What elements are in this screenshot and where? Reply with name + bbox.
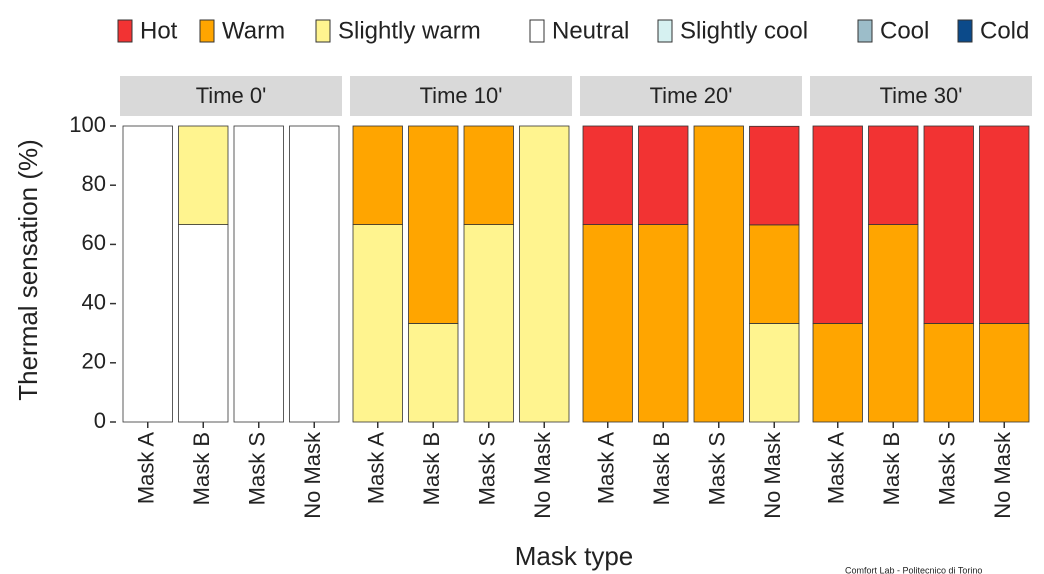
- x-tick-label: Mask B: [419, 432, 444, 505]
- x-tick-label: Mask A: [594, 432, 619, 504]
- facet-title: Time 0': [196, 83, 267, 108]
- y-tick-label: 60: [82, 230, 106, 255]
- legend-label: Cold: [980, 17, 1029, 44]
- y-tick-label: 0: [94, 408, 106, 433]
- bar-segment: [693, 125, 744, 423]
- legend-label: Slightly warm: [338, 17, 481, 44]
- facet-strip: [120, 76, 342, 116]
- bar-segment: [868, 125, 919, 225]
- x-tick-label: Mask A: [134, 432, 159, 504]
- bar-segment: [352, 224, 403, 423]
- bar-segment: [638, 224, 689, 423]
- facet-title: Time 20': [650, 83, 733, 108]
- x-tick-label: Mask B: [189, 432, 214, 505]
- x-tick-label: Mask S: [705, 432, 730, 505]
- legend-swatch: [657, 19, 673, 43]
- bar-segment: [979, 323, 1030, 423]
- x-tick-label: No Mask: [530, 431, 555, 519]
- legend-swatch: [199, 19, 215, 43]
- legend-label: Hot: [140, 17, 178, 44]
- legend-swatch: [529, 19, 545, 43]
- x-tick-label: No Mask: [760, 431, 785, 519]
- facet-strip: [580, 76, 802, 116]
- y-tick-label: 40: [82, 289, 106, 314]
- x-tick-label: Mask S: [935, 432, 960, 505]
- bar-segment: [463, 125, 514, 225]
- facet-strip: [350, 76, 572, 116]
- bar-segment: [289, 125, 340, 423]
- legend-label: Warm: [222, 17, 285, 44]
- bar-segment: [812, 125, 863, 324]
- facet-strip: [810, 76, 1032, 116]
- bar-segment: [582, 224, 633, 423]
- x-tick-label: Mask S: [245, 432, 270, 505]
- y-axis-label: Thermal sensation (%): [13, 139, 43, 401]
- bar-segment: [749, 125, 800, 226]
- facet-title: Time 30': [880, 83, 963, 108]
- bar-segment: [868, 224, 919, 423]
- x-tick-label: Mask A: [824, 432, 849, 504]
- legend-swatch: [857, 19, 873, 43]
- x-tick-label: Mask B: [879, 432, 904, 505]
- bar-segment: [923, 125, 974, 324]
- bar-segment: [812, 323, 863, 423]
- bar-segment: [233, 125, 284, 423]
- bar-segment: [122, 125, 173, 423]
- y-tick-label: 20: [82, 349, 106, 374]
- bar-segment: [638, 125, 689, 225]
- x-tick-label: Mask A: [364, 432, 389, 504]
- bar-segment: [582, 125, 633, 225]
- bar-segment: [178, 125, 229, 225]
- x-tick-label: No Mask: [990, 431, 1015, 519]
- legend-swatch: [957, 19, 973, 43]
- legend-label: Neutral: [552, 17, 629, 44]
- bar-segment: [178, 224, 229, 423]
- bar-segment: [979, 125, 1030, 324]
- bar-segment: [463, 224, 514, 423]
- x-axis-label: Mask type: [515, 541, 634, 571]
- legend-label: Slightly cool: [680, 17, 808, 44]
- bar-segment: [923, 323, 974, 423]
- bar-segment: [749, 224, 800, 324]
- bar-segment: [519, 125, 570, 423]
- bar-segment: [408, 125, 459, 324]
- bar-segment: [749, 323, 800, 423]
- legend-swatch: [117, 19, 133, 43]
- x-tick-label: Mask B: [649, 432, 674, 505]
- legend-swatch: [315, 19, 331, 43]
- bar-segment: [408, 323, 459, 423]
- bar-segment: [352, 125, 403, 225]
- facet-title: Time 10': [420, 83, 503, 108]
- x-tick-label: Mask S: [475, 432, 500, 505]
- y-tick-label: 100: [69, 112, 106, 137]
- annotation: Comfort Lab - Politecnico di Torino: [845, 565, 982, 574]
- x-tick-label: No Mask: [300, 431, 325, 519]
- y-tick-label: 80: [82, 171, 106, 196]
- legend-label: Cool: [880, 17, 929, 44]
